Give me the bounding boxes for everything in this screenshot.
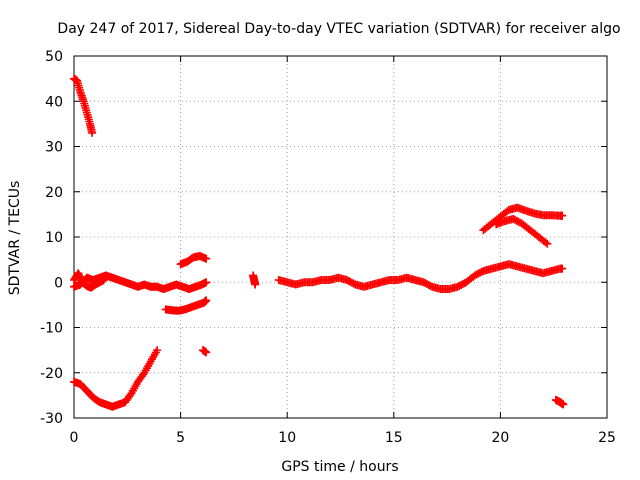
y-tick-label: -10: [40, 321, 63, 337]
data-points: [70, 74, 568, 411]
series-arc-j: [479, 203, 567, 235]
y-tick-label: 50: [45, 49, 63, 65]
y-tick-label: -30: [40, 411, 63, 427]
data-point: [74, 269, 83, 278]
data-point: [75, 272, 84, 281]
x-axis-label: GPS time / hours: [281, 459, 398, 475]
tick-labels: 0 5 10 15 20 25 -30 -20 -10 0 10 20 30 40 50: [40, 49, 616, 446]
series-arc-a: [70, 74, 97, 137]
y-axis-label: SDTVAR / TECUs: [7, 181, 23, 296]
y-tick-label: 10: [45, 230, 63, 246]
series-arc-g: [198, 346, 211, 357]
x-tick-label: 25: [598, 430, 616, 446]
data-point: [75, 271, 84, 280]
data-point: [126, 390, 135, 399]
data-point: [139, 370, 148, 379]
x-tick-label: 20: [491, 430, 509, 446]
series-arc-h: [249, 271, 260, 289]
data-point: [202, 278, 211, 287]
y-tick-label: 30: [45, 140, 63, 156]
grid-lines: [74, 56, 607, 418]
series-arc-f: [176, 252, 211, 269]
chart-title: Day 247 of 2017, Sidereal Day-to-day VTE…: [57, 21, 620, 37]
series-arc-i: [274, 260, 567, 294]
series-arc-l: [551, 395, 568, 409]
data-point: [202, 348, 211, 357]
data-point: [541, 238, 550, 247]
x-tick-label: 0: [70, 430, 79, 446]
x-tick-label: 15: [385, 430, 403, 446]
y-tick-label: 40: [45, 94, 63, 110]
series-arc-d: [70, 346, 162, 411]
data-point: [202, 296, 211, 305]
y-tick-label: 0: [54, 275, 63, 291]
axis-ticks: [73, 55, 608, 419]
data-point: [88, 128, 97, 137]
series-arc-e: [161, 296, 211, 315]
data-point: [558, 211, 567, 220]
plot-frame: [73, 55, 608, 419]
data-point: [153, 346, 162, 355]
data-point: [251, 280, 260, 289]
x-tick-label: 10: [278, 430, 296, 446]
y-tick-label: 20: [45, 185, 63, 201]
data-point: [559, 400, 568, 409]
y-tick-label: -20: [40, 366, 63, 382]
series-arc-c: [70, 271, 211, 294]
series-arc-k: [492, 214, 552, 248]
data-point: [202, 254, 211, 263]
data-point: [543, 239, 552, 248]
data-point: [558, 264, 567, 273]
x-tick-label: 5: [176, 430, 185, 446]
